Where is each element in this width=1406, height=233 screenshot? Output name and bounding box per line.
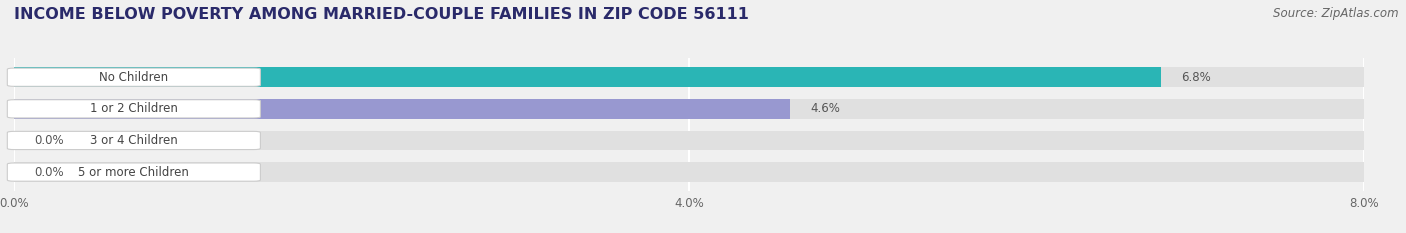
FancyBboxPatch shape — [7, 68, 260, 86]
Text: No Children: No Children — [100, 71, 169, 84]
Text: 1 or 2 Children: 1 or 2 Children — [90, 102, 177, 115]
FancyBboxPatch shape — [7, 131, 260, 150]
Text: 3 or 4 Children: 3 or 4 Children — [90, 134, 177, 147]
Bar — [14, 99, 790, 119]
Bar — [14, 67, 1161, 87]
Text: 5 or more Children: 5 or more Children — [79, 166, 190, 178]
Text: Source: ZipAtlas.com: Source: ZipAtlas.com — [1274, 7, 1399, 20]
Text: 0.0%: 0.0% — [34, 134, 63, 147]
Text: 4.6%: 4.6% — [810, 102, 841, 115]
Text: 0.0%: 0.0% — [34, 166, 63, 178]
Bar — [14, 162, 1364, 182]
Text: 6.8%: 6.8% — [1181, 71, 1212, 84]
Bar — [14, 67, 1364, 87]
Text: INCOME BELOW POVERTY AMONG MARRIED-COUPLE FAMILIES IN ZIP CODE 56111: INCOME BELOW POVERTY AMONG MARRIED-COUPL… — [14, 7, 749, 22]
Bar — [14, 99, 1364, 119]
FancyBboxPatch shape — [7, 100, 260, 118]
FancyBboxPatch shape — [7, 163, 260, 181]
Bar — [14, 131, 1364, 150]
